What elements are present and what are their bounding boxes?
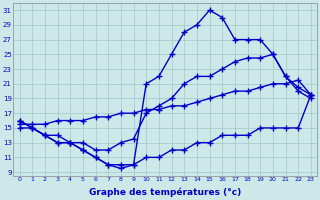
X-axis label: Graphe des températures (°c): Graphe des températures (°c): [89, 188, 241, 197]
